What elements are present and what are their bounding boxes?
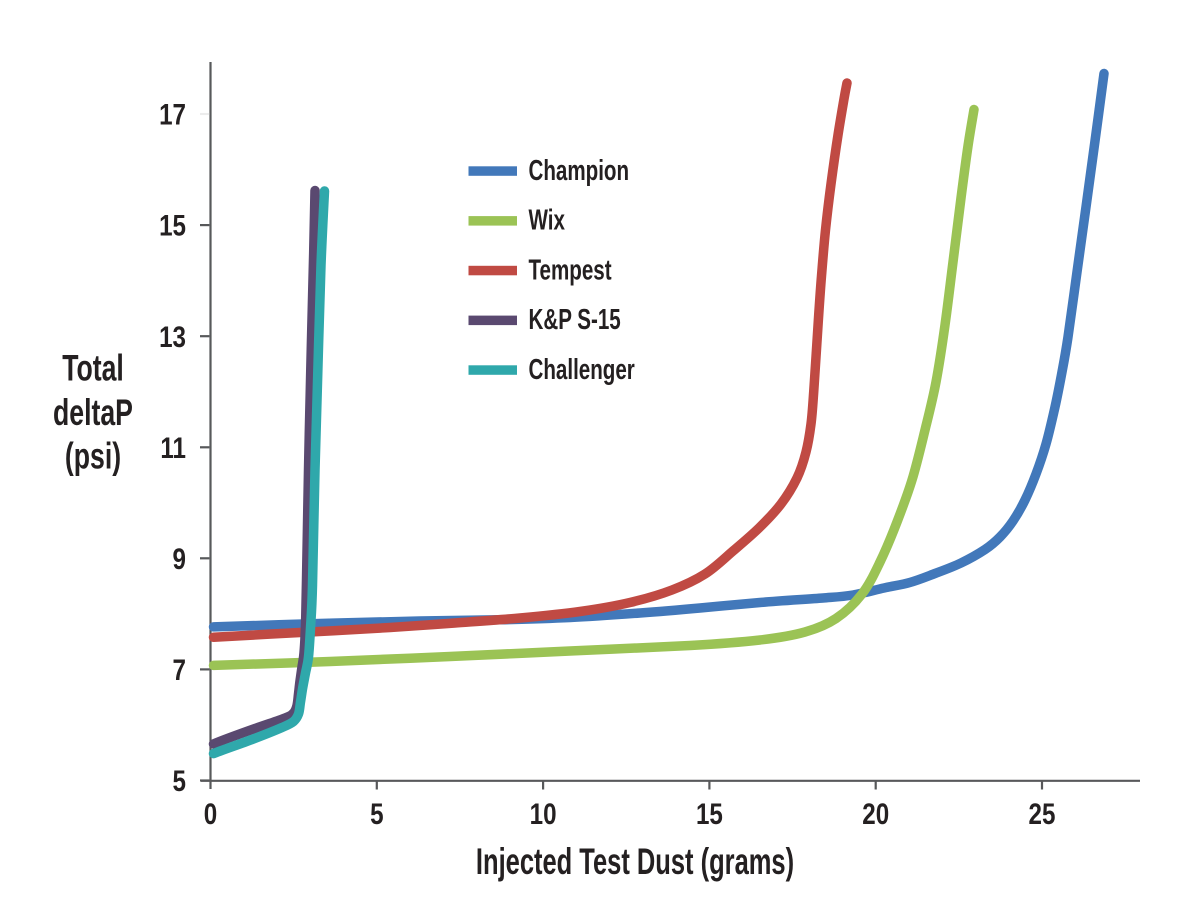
svg-text:Champion: Champion	[529, 154, 630, 186]
svg-text:15: 15	[696, 798, 723, 831]
svg-text:0: 0	[204, 798, 217, 831]
svg-text:17: 17	[159, 98, 186, 131]
svg-text:9: 9	[173, 543, 186, 576]
svg-text:7: 7	[173, 654, 186, 687]
svg-text:(psi): (psi)	[65, 435, 121, 477]
svg-text:Injected Test Dust (grams): Injected Test Dust (grams)	[476, 840, 794, 882]
svg-text:K&P S-15: K&P S-15	[529, 304, 621, 336]
svg-text:25: 25	[1029, 798, 1056, 831]
svg-text:20: 20	[862, 798, 889, 831]
svg-text:5: 5	[173, 765, 186, 798]
svg-text:11: 11	[160, 432, 186, 465]
svg-text:deltaP: deltaP	[53, 391, 133, 433]
svg-text:10: 10	[530, 798, 557, 831]
svg-text:5: 5	[370, 798, 383, 831]
svg-text:13: 13	[159, 321, 186, 354]
svg-text:15: 15	[159, 209, 186, 242]
svg-text:Total: Total	[62, 347, 124, 389]
svg-text:Wix: Wix	[529, 204, 565, 236]
svg-text:Challenger: Challenger	[529, 353, 635, 385]
svg-text:Tempest: Tempest	[529, 254, 613, 286]
